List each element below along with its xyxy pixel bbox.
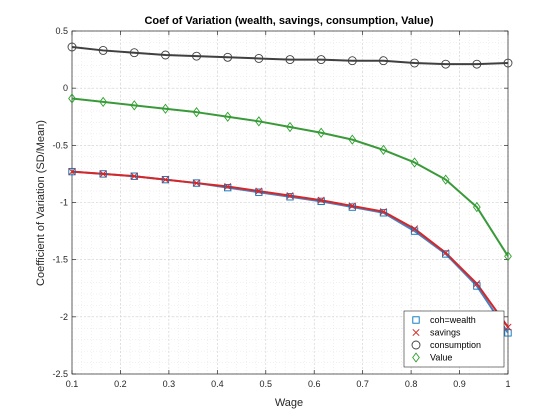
data-point-coh-wealth bbox=[130, 172, 138, 180]
y-tick-label: -0.5 bbox=[52, 140, 68, 150]
data-point-value bbox=[130, 100, 139, 111]
series-line-consumption bbox=[71, 46, 509, 66]
x-tick-label: 0.7 bbox=[356, 379, 369, 389]
data-point-savings bbox=[224, 182, 232, 191]
x-tick-label: 0.3 bbox=[163, 379, 176, 389]
data-point-coh-wealth bbox=[442, 250, 450, 258]
legend-label-savings: savings bbox=[430, 328, 461, 338]
data-point-consumption bbox=[378, 56, 388, 66]
data-point-consumption bbox=[472, 59, 482, 69]
data-point-value bbox=[379, 144, 388, 156]
legend-label-consumption: consumption bbox=[430, 340, 481, 350]
x-tick-label: 0.1 bbox=[66, 379, 79, 389]
y-axis-label: Coefficient of Variation (SD/Mean) bbox=[35, 120, 47, 286]
data-point-coh-wealth bbox=[473, 282, 481, 290]
x-tick-label: 0.9 bbox=[453, 379, 466, 389]
data-point-consumption bbox=[254, 53, 264, 63]
data-point-savings bbox=[348, 202, 356, 210]
data-point-coh-wealth bbox=[348, 203, 356, 211]
data-point-consumption bbox=[316, 55, 326, 65]
x-tick-label: 0.6 bbox=[308, 379, 321, 389]
data-point-savings bbox=[68, 168, 76, 176]
data-point-coh-wealth bbox=[224, 183, 232, 192]
data-point-consumption bbox=[67, 42, 77, 52]
data-point-savings bbox=[473, 280, 481, 288]
data-point-savings bbox=[442, 249, 450, 257]
data-point-value bbox=[472, 201, 481, 213]
data-point-value bbox=[410, 157, 419, 168]
x-axis-label: Wage bbox=[275, 397, 303, 409]
data-point-coh-wealth bbox=[68, 167, 76, 176]
data-point-consumption bbox=[223, 52, 233, 62]
data-point-savings bbox=[255, 187, 263, 195]
series-line-value bbox=[71, 97, 509, 257]
legend-marker-consumption bbox=[411, 340, 421, 350]
data-point-consumption bbox=[98, 45, 108, 55]
y-tick-label: 0.5 bbox=[55, 26, 68, 36]
data-point-savings bbox=[317, 196, 325, 204]
data-point-value bbox=[223, 111, 232, 122]
data-point-value bbox=[161, 103, 170, 114]
legend: coh=wealth savings consumption Value bbox=[403, 310, 505, 368]
data-point-consumption bbox=[503, 58, 513, 68]
data-point-consumption bbox=[192, 51, 202, 61]
data-point-value bbox=[317, 127, 326, 138]
x-tick-label: 0.8 bbox=[405, 379, 418, 389]
x-tick-label: 0.2 bbox=[114, 379, 127, 389]
data-point-consumption bbox=[410, 58, 420, 68]
chart-title: Coef of Variation (wealth, savings, cons… bbox=[144, 15, 433, 27]
legend-marker-savings bbox=[412, 328, 420, 337]
data-point-consumption bbox=[129, 48, 139, 58]
legend-marker-coh-wealth bbox=[412, 316, 420, 324]
data-point-savings bbox=[192, 179, 201, 187]
data-point-coh-wealth bbox=[379, 209, 388, 217]
data-point-coh-wealth bbox=[192, 179, 201, 187]
data-point-savings bbox=[504, 323, 512, 331]
data-point-coh-wealth bbox=[255, 188, 263, 196]
data-point-consumption bbox=[160, 50, 170, 60]
x-tick-label: 0.4 bbox=[211, 379, 224, 389]
legend-box bbox=[403, 310, 505, 368]
data-point-coh-wealth bbox=[161, 175, 170, 184]
data-point-consumption bbox=[347, 56, 357, 66]
data-point-coh-wealth bbox=[317, 197, 325, 206]
data-point-consumption bbox=[285, 55, 295, 65]
data-point-value bbox=[286, 121, 294, 133]
data-point-savings bbox=[99, 170, 107, 178]
data-point-coh-wealth bbox=[286, 193, 294, 201]
y-tick-label: -1 bbox=[60, 198, 68, 208]
legend-label-value: Value bbox=[430, 353, 452, 363]
data-point-value bbox=[99, 96, 108, 108]
y-tick-label: -2 bbox=[60, 312, 68, 322]
data-point-savings bbox=[130, 172, 138, 180]
y-tick-label: 0 bbox=[63, 83, 68, 93]
legend-marker-value bbox=[412, 352, 420, 363]
data-point-savings bbox=[161, 176, 170, 184]
data-point-savings bbox=[410, 225, 419, 233]
data-point-savings bbox=[286, 192, 294, 200]
data-point-coh-wealth bbox=[410, 227, 419, 235]
data-point-savings bbox=[379, 208, 388, 216]
y-tick-label: -2.5 bbox=[52, 369, 68, 379]
data-point-value bbox=[441, 174, 450, 185]
data-point-value bbox=[348, 134, 357, 145]
y-tick-label: -1.5 bbox=[52, 255, 68, 265]
data-point-coh-wealth bbox=[99, 170, 107, 178]
x-tick-label: 1 bbox=[505, 379, 510, 389]
legend-label-coh-wealth: coh=wealth bbox=[430, 315, 476, 325]
data-point-value bbox=[192, 107, 201, 118]
data-point-value bbox=[254, 116, 263, 127]
data-point-coh-wealth bbox=[504, 329, 512, 337]
data-point-value bbox=[68, 93, 76, 104]
x-tick-label: 0.5 bbox=[260, 379, 273, 389]
data-point-consumption bbox=[441, 59, 451, 69]
data-point-value bbox=[504, 251, 512, 262]
